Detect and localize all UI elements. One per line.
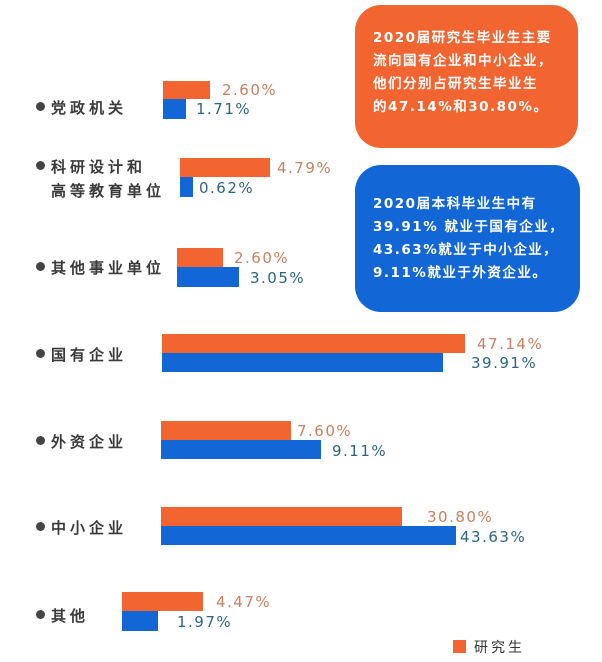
bullet-icon — [36, 522, 45, 531]
undergraduate-value: 39.91% — [471, 354, 538, 372]
graduate-value: 2.60% — [234, 249, 290, 267]
undergraduate-bar — [162, 353, 443, 372]
graduate-bar — [161, 421, 291, 440]
bullet-icon — [36, 102, 45, 111]
graduate-bar — [163, 81, 210, 99]
graduate-bar — [162, 334, 465, 353]
bullet-icon — [36, 436, 45, 445]
category-label: 其他 — [36, 604, 89, 628]
undergraduate-value: 3.05% — [250, 269, 306, 287]
undergraduate-bar — [180, 177, 193, 197]
graduate-value: 4.47% — [216, 593, 272, 611]
graduate-value: 30.80% — [427, 508, 494, 526]
graduate-bar — [122, 592, 203, 611]
undergraduate-value: 0.62% — [199, 179, 255, 197]
callout-line: 2020届本科毕业生中有 — [373, 196, 537, 212]
graduate-value: 7.60% — [297, 422, 353, 440]
undergraduate-value: 1.71% — [196, 100, 252, 118]
undergraduate-value: 43.63% — [460, 528, 527, 546]
legend-swatch-graduate — [453, 639, 466, 653]
undergraduate-bar — [122, 611, 158, 631]
callout-line: 的47.14%和30.80%。 — [373, 99, 549, 115]
callout-line: 2020届研究生毕业生主要 — [373, 30, 552, 46]
undergraduate-bar — [177, 267, 239, 287]
undergraduate-value: 1.97% — [177, 613, 233, 631]
legend-label: 研究生 — [474, 640, 525, 656]
graduate-summary-callout: 2020届研究生毕业生主要 流向国有企业和中小企业， 他们分别占研究生毕业生 的… — [355, 5, 578, 148]
bullet-icon — [36, 610, 45, 619]
graduate-bar — [177, 248, 223, 267]
bullet-icon — [36, 262, 45, 271]
category-label: 外资企业 — [36, 430, 127, 454]
category-label: 党政机关 — [36, 96, 127, 120]
graduate-value: 2.60% — [222, 81, 278, 99]
undergraduate-value: 9.11% — [332, 442, 388, 460]
graduate-value: 4.79% — [277, 159, 333, 177]
callout-line: 9.11%就业于外资企业。 — [373, 265, 548, 281]
undergraduate-bar — [163, 99, 186, 119]
callout-line: 43.63%就业于中小企业， — [373, 242, 559, 258]
category-label: 中小企业 — [36, 516, 127, 540]
undergraduate-bar — [161, 440, 321, 459]
bullet-icon — [36, 349, 45, 358]
category-label: 国有企业 — [36, 343, 127, 367]
callout-line: 他们分别占研究生毕业生 — [373, 76, 538, 92]
undergraduate-summary-callout: 2020届本科毕业生中有 39.91% 就业于国有企业， 43.63%就业于中小… — [355, 165, 580, 312]
callout-line: 39.91% 就业于国有企业， — [373, 219, 565, 235]
category-label: 其他事业单位 — [36, 256, 165, 280]
callout-line: 流向国有企业和中小企业， — [373, 53, 553, 69]
category-label: 科研设计和 高等教育单位 — [36, 155, 165, 203]
undergraduate-bar — [161, 526, 456, 545]
bullet-icon — [36, 161, 45, 170]
graduate-bar — [161, 507, 402, 526]
graduate-value: 47.14% — [477, 335, 544, 353]
graduate-bar — [180, 158, 270, 177]
chart-legend: 研究生 — [453, 637, 525, 657]
